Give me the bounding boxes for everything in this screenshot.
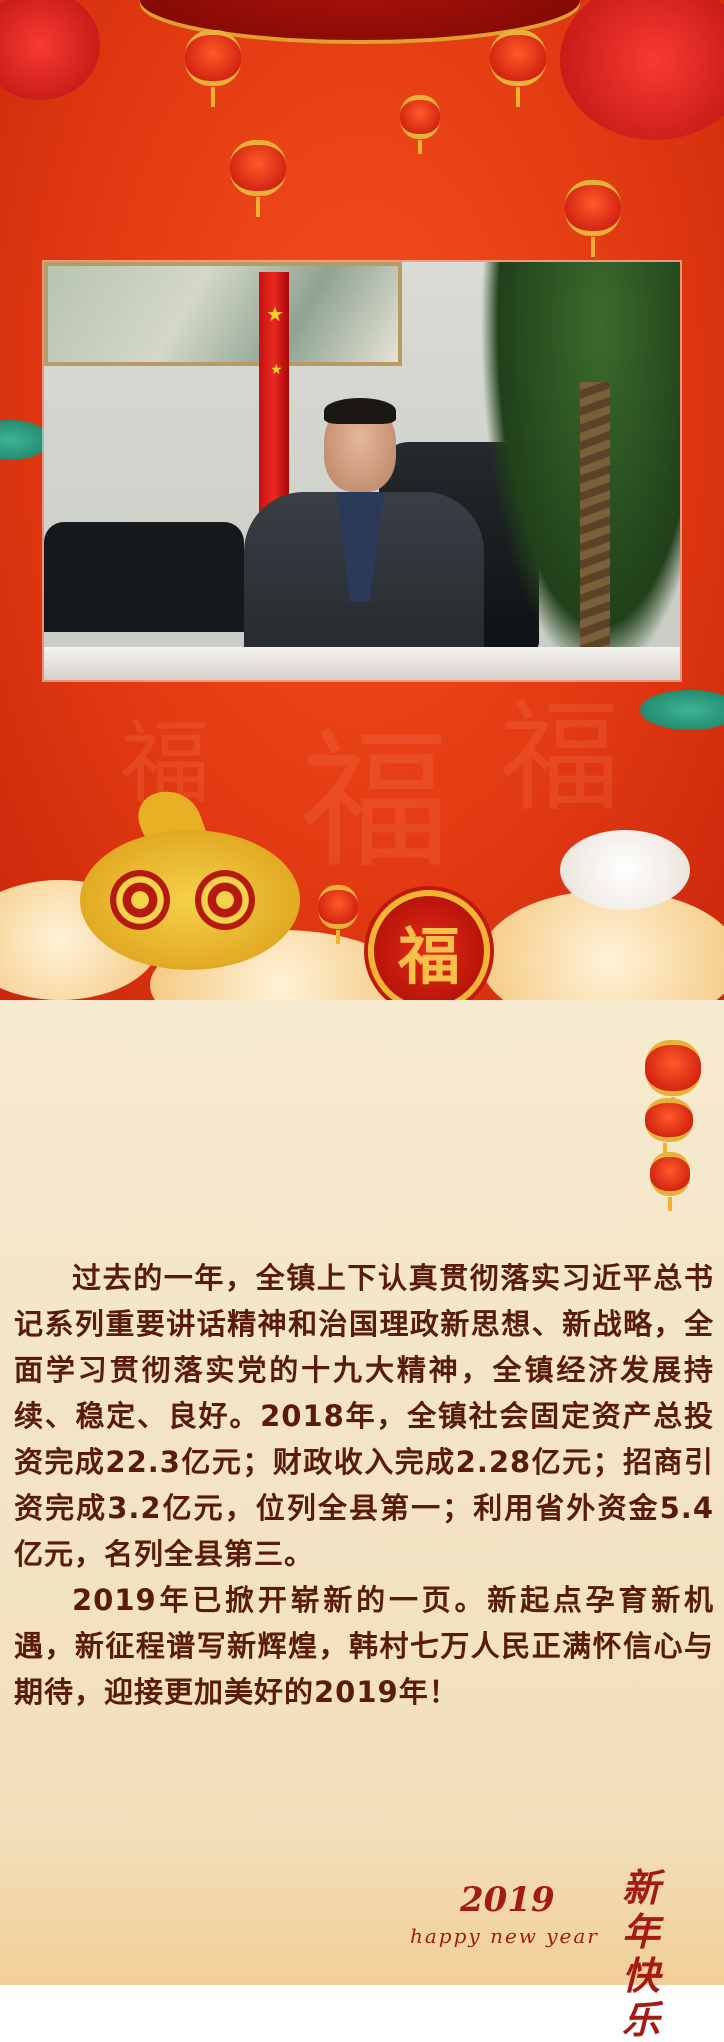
fu-badge: 福 xyxy=(368,890,490,1012)
fu-character: 福 xyxy=(397,920,460,993)
footer-band xyxy=(0,1840,724,1985)
lantern-icon xyxy=(230,140,286,217)
portrait-photo: ★ ★ xyxy=(44,262,680,680)
red-flower-decoration xyxy=(560,0,724,140)
flag-star-icon: ★ xyxy=(266,302,284,326)
article-paragraph-1: 过去的一年，全镇上下认真贯彻落实习近平总书记系列重要讲话精神和治国理政新思想、新… xyxy=(14,1261,714,1571)
plant-trunk xyxy=(580,382,610,680)
desk xyxy=(44,647,680,680)
festive-banner: 福 福 福 ★ ★ 福 xyxy=(0,0,724,1020)
lantern-icon xyxy=(400,95,440,154)
lantern-icon xyxy=(645,1098,693,1157)
pine-decoration xyxy=(640,690,724,730)
fu-watermark: 福 xyxy=(500,689,620,828)
greeting-subtitle: happy new year xyxy=(410,1924,599,1948)
message-panel xyxy=(0,1000,724,1985)
plum-blossom-decoration xyxy=(0,0,100,100)
pig-flower-pattern xyxy=(195,870,255,930)
greeting-calligraphy: 新年快乐 xyxy=(622,1865,661,2042)
golden-pig-papercut xyxy=(60,781,310,980)
lantern-icon xyxy=(650,1152,690,1211)
flag xyxy=(259,272,289,532)
article-paragraph-2: 2019年已掀开崭新的一页。新起点孕育新机遇，新征程谱写新辉煌，韩村七万人民正满… xyxy=(14,1583,714,1709)
fu-watermark: 福 xyxy=(300,715,451,889)
greeting-article: 过去的一年，全镇上下认真贯彻落实习近平总书记系列重要讲话精神和治国理政新思想、新… xyxy=(14,1255,714,1715)
lantern-icon xyxy=(565,180,621,257)
cloud-decoration xyxy=(480,890,724,1020)
office-chairs xyxy=(44,522,244,632)
pig-flower-pattern xyxy=(110,870,170,930)
cloud-decoration xyxy=(560,830,690,910)
landscape-painting xyxy=(44,262,402,366)
hair xyxy=(324,398,396,424)
flag-star-icon: ★ xyxy=(270,362,283,378)
seated-official xyxy=(224,398,504,680)
lantern-icon xyxy=(185,30,241,107)
lantern-icon xyxy=(645,1040,701,1117)
greeting-year: 2019 xyxy=(460,1880,555,1920)
lantern-icon xyxy=(318,885,358,944)
pine-decoration xyxy=(0,420,50,460)
lantern-icon xyxy=(490,30,546,107)
